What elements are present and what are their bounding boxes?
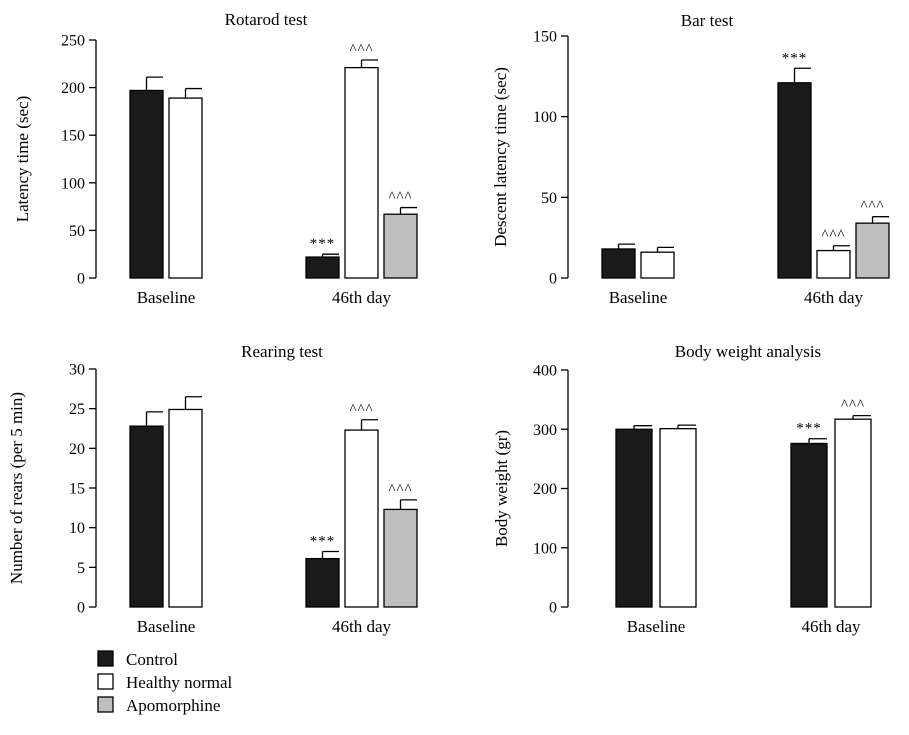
y-tick-label: 200 bbox=[61, 80, 85, 97]
y-tick-label: 100 bbox=[533, 109, 557, 126]
x-category-label: Baseline bbox=[137, 617, 196, 636]
chart-title: Rotarod test bbox=[225, 10, 308, 29]
legend-item: Control bbox=[97, 650, 178, 669]
y-tick-label: 0 bbox=[77, 600, 85, 617]
chart-panel-1: Rotarod test 0 50 100 150 200 250 Latency time … bbox=[13, 10, 418, 307]
bar-healthy-normal bbox=[344, 429, 379, 608]
y-tick-label: 30 bbox=[69, 362, 85, 379]
significance-label: ^^^ bbox=[821, 228, 845, 244]
y-axis-label: Body weight (gr) bbox=[492, 430, 511, 547]
legend-item: Healthy normal bbox=[97, 673, 232, 692]
x-category-label: Baseline bbox=[627, 617, 686, 636]
bar-control bbox=[129, 425, 164, 608]
y-tick-label: 0 bbox=[549, 600, 557, 617]
y-tick-label: 100 bbox=[533, 540, 557, 557]
bar-control bbox=[305, 256, 340, 279]
y-tick-label: 250 bbox=[61, 33, 85, 50]
significance-label: *** bbox=[310, 236, 336, 252]
bar-healthy-normal bbox=[344, 66, 379, 279]
y-tick-label: 15 bbox=[69, 481, 85, 498]
y-tick-label: 50 bbox=[541, 190, 557, 207]
bar-apomorphine bbox=[383, 213, 418, 279]
significance-label: ^^^ bbox=[349, 402, 373, 418]
significance-label: ^^^ bbox=[388, 190, 412, 206]
y-axis-label: Number of rears (per 5 min) bbox=[7, 392, 26, 584]
bar-healthy-normal bbox=[168, 97, 203, 279]
y-tick-label: 150 bbox=[533, 29, 557, 46]
chart-panel-4: Body weight analysis 0 100 200 300 400 Body we… bbox=[492, 342, 872, 636]
bar-control bbox=[777, 82, 812, 279]
y-tick-label: 100 bbox=[61, 175, 85, 192]
bar-healthy-normal bbox=[640, 251, 675, 279]
x-category-label: 46th day bbox=[332, 288, 392, 307]
legend-swatch bbox=[97, 696, 114, 713]
bar-healthy-normal bbox=[816, 249, 851, 279]
significance-label: *** bbox=[782, 50, 808, 66]
bar-control bbox=[601, 248, 636, 279]
y-tick-label: 50 bbox=[69, 223, 85, 240]
chart-panel-3: Rearing test 0 5 10 15 20 25 30 Number of rears … bbox=[7, 342, 418, 636]
y-tick-label: 25 bbox=[69, 401, 85, 418]
legend-label: Healthy normal bbox=[126, 673, 232, 692]
chart-title: Body weight analysis bbox=[675, 342, 821, 361]
x-category-label: 46th day bbox=[804, 288, 864, 307]
bar-control bbox=[305, 557, 340, 608]
bar-apomorphine bbox=[383, 508, 418, 608]
bar-control bbox=[790, 442, 828, 608]
legend-item: Apomorphine bbox=[97, 696, 220, 715]
x-category-label: 46th day bbox=[801, 617, 861, 636]
x-category-label: 46th day bbox=[332, 617, 392, 636]
y-tick-label: 0 bbox=[549, 271, 557, 288]
y-tick-label: 5 bbox=[77, 560, 85, 577]
bar-healthy-normal bbox=[168, 408, 203, 608]
chart-panel-2: Bar test 0 50 100 150 Descent latency time (s… bbox=[491, 11, 890, 307]
x-category-label: Baseline bbox=[137, 288, 196, 307]
significance-label: ^^^ bbox=[349, 42, 373, 58]
chart-title: Rearing test bbox=[241, 342, 323, 361]
y-tick-label: 200 bbox=[533, 481, 557, 498]
significance-label: *** bbox=[796, 421, 822, 437]
bar-control bbox=[615, 428, 653, 608]
y-tick-label: 20 bbox=[69, 441, 85, 458]
legend-label: Apomorphine bbox=[126, 696, 220, 715]
x-category-label: Baseline bbox=[609, 288, 668, 307]
legend-swatch bbox=[97, 650, 114, 667]
y-tick-label: 10 bbox=[69, 520, 85, 537]
legend-swatch bbox=[97, 673, 114, 690]
bar-healthy-normal bbox=[659, 428, 697, 608]
legend-label: Control bbox=[126, 650, 178, 669]
significance-label: ^^^ bbox=[841, 398, 865, 414]
y-tick-label: 300 bbox=[533, 422, 557, 439]
legend: Control Healthy normal Apomorphine bbox=[97, 650, 232, 715]
significance-label: ^^^ bbox=[388, 482, 412, 498]
significance-label: ^^^ bbox=[860, 199, 884, 215]
bar-healthy-normal bbox=[834, 418, 872, 608]
y-tick-label: 0 bbox=[77, 271, 85, 288]
bar-apomorphine bbox=[855, 222, 890, 279]
y-tick-label: 150 bbox=[61, 128, 85, 145]
significance-label: *** bbox=[310, 533, 336, 549]
chart-title: Bar test bbox=[681, 11, 734, 30]
y-axis-label: Latency time (sec) bbox=[13, 96, 32, 223]
y-axis-label: Descent latency time (sec) bbox=[491, 67, 510, 247]
y-tick-label: 400 bbox=[533, 363, 557, 380]
bar-control bbox=[129, 89, 164, 279]
